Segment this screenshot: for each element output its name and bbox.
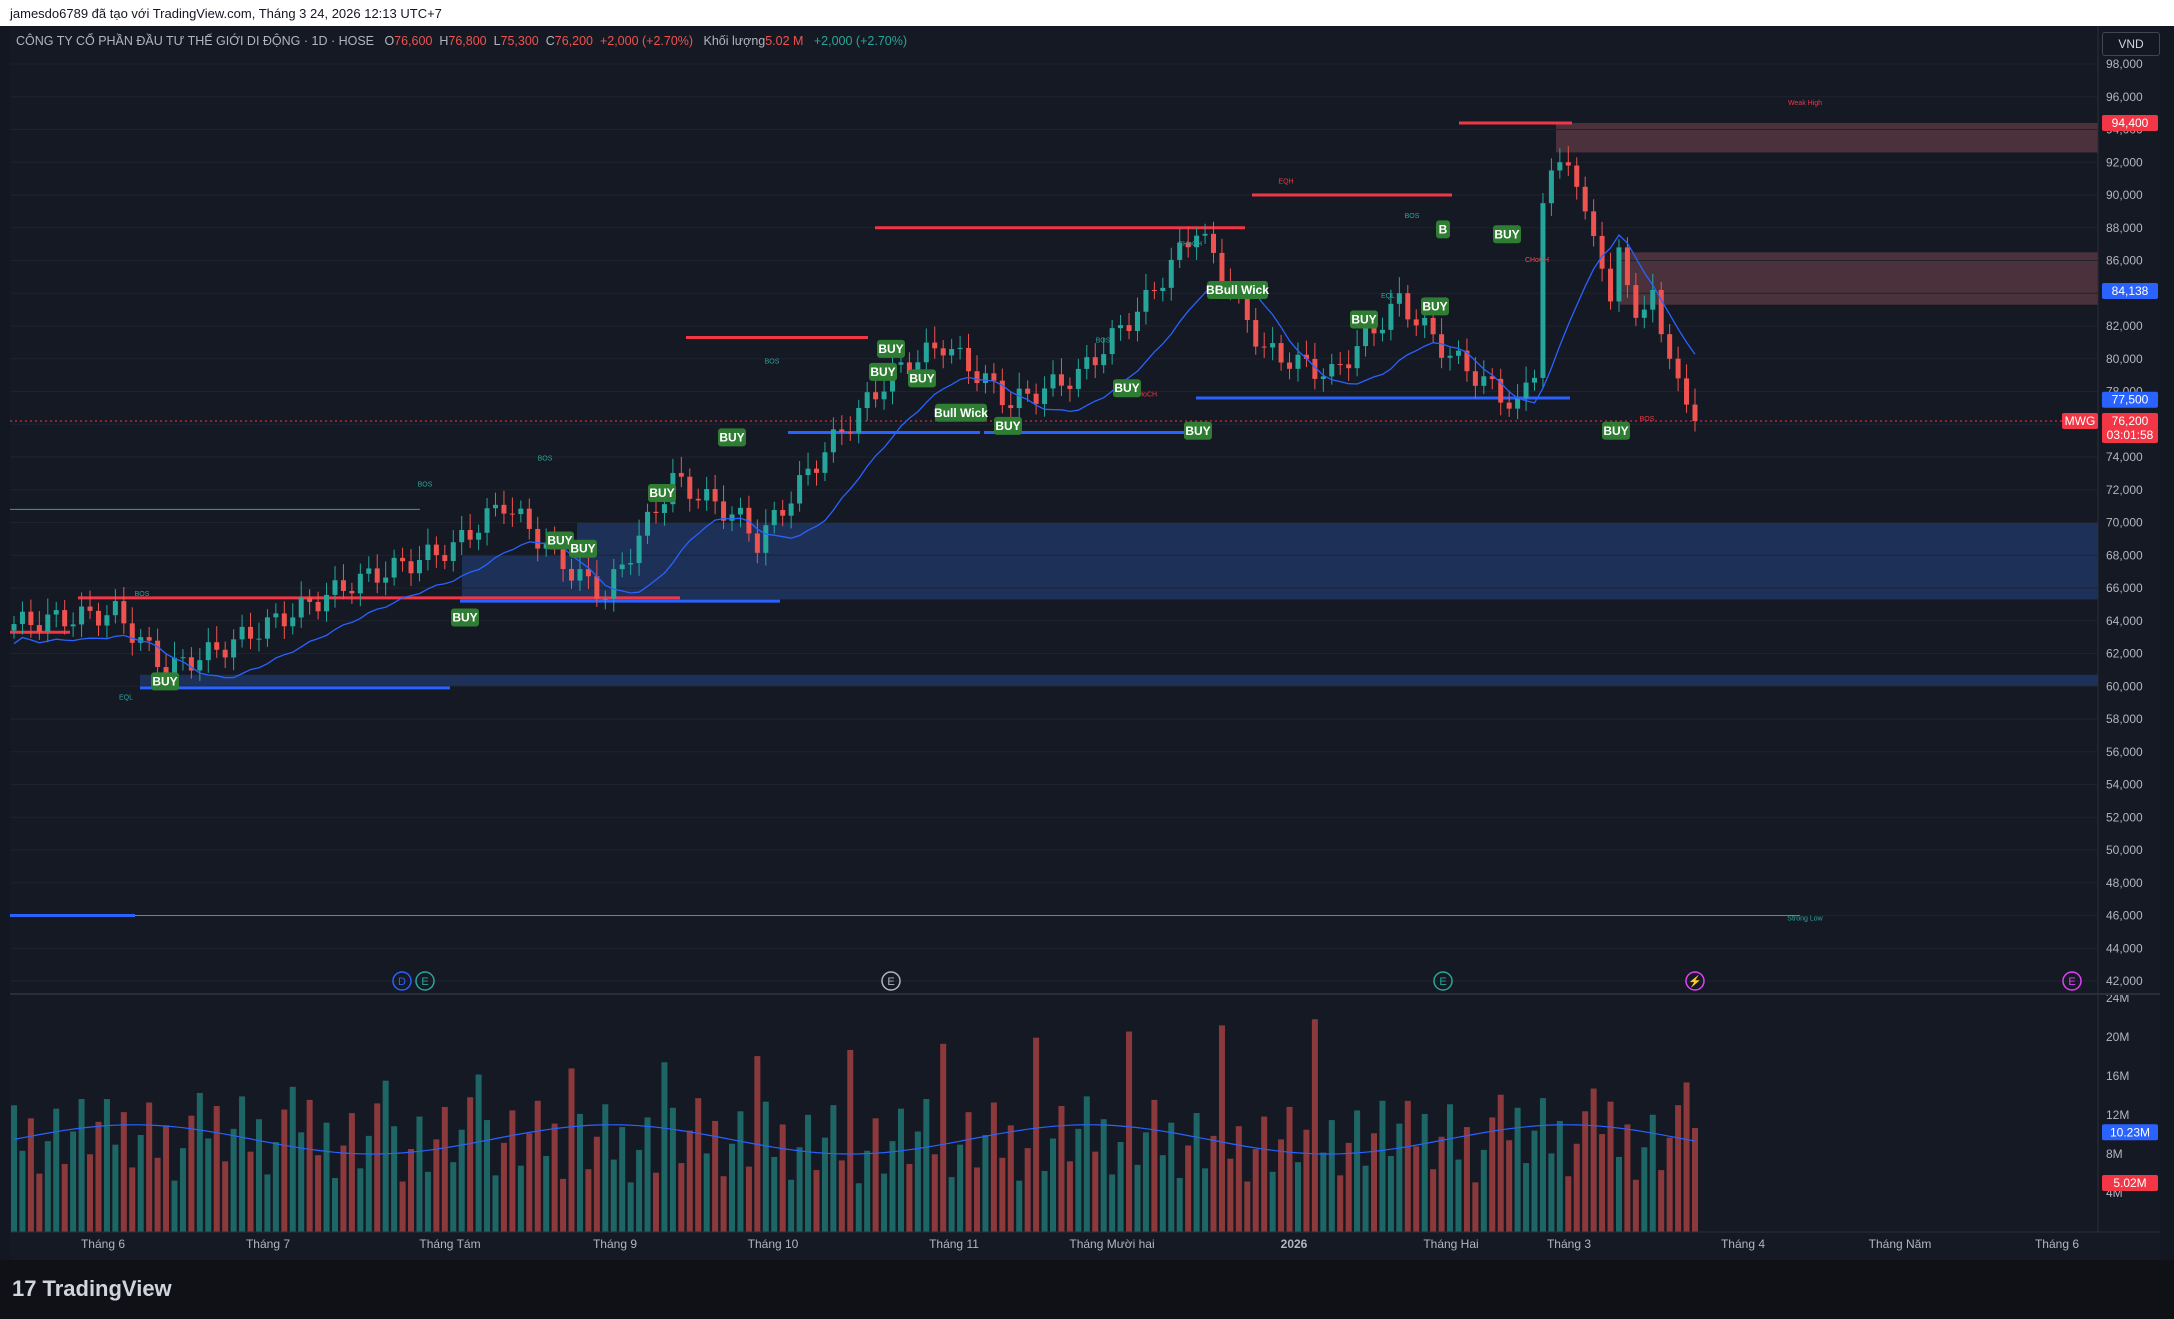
volume-change: +2,000 (+2.70%) xyxy=(813,34,907,48)
currency-selector[interactable]: VND xyxy=(2102,32,2160,56)
header-text: jamesdo6789 đã tạo với TradingView.com, … xyxy=(10,6,442,21)
volume-value: 5.02 M xyxy=(765,34,804,48)
tradingview-wordmark: TradingView xyxy=(42,1276,172,1301)
open-value: 76,600 xyxy=(394,34,433,48)
footer-bar xyxy=(0,1260,2174,1319)
chart-frame[interactable] xyxy=(10,26,2160,1260)
close-value: 76,200 xyxy=(554,34,593,48)
open-label: O xyxy=(384,34,395,48)
close-label: C xyxy=(545,34,555,48)
change-value: +2,000 (+2.70%) xyxy=(599,34,694,48)
tradingview-logo[interactable]: 17 TradingView xyxy=(12,1276,172,1302)
low-value: 75,300 xyxy=(500,34,539,48)
volume-label: Khối lượng xyxy=(703,34,766,48)
high-value: 76,800 xyxy=(448,34,487,48)
tradingview-mark-icon: 17 xyxy=(12,1276,37,1301)
low-label: L xyxy=(493,34,501,48)
high-label: H xyxy=(439,34,449,48)
symbol-legend: CÔNG TY CỔ PHẦN ĐẦU TƯ THẾ GIỚI DI ĐỘNG … xyxy=(16,34,907,48)
header-bar: jamesdo6789 đã tạo với TradingView.com, … xyxy=(0,0,2174,26)
symbol-title: CÔNG TY CỔ PHẦN ĐẦU TƯ THẾ GIỚI DI ĐỘNG … xyxy=(16,34,375,48)
